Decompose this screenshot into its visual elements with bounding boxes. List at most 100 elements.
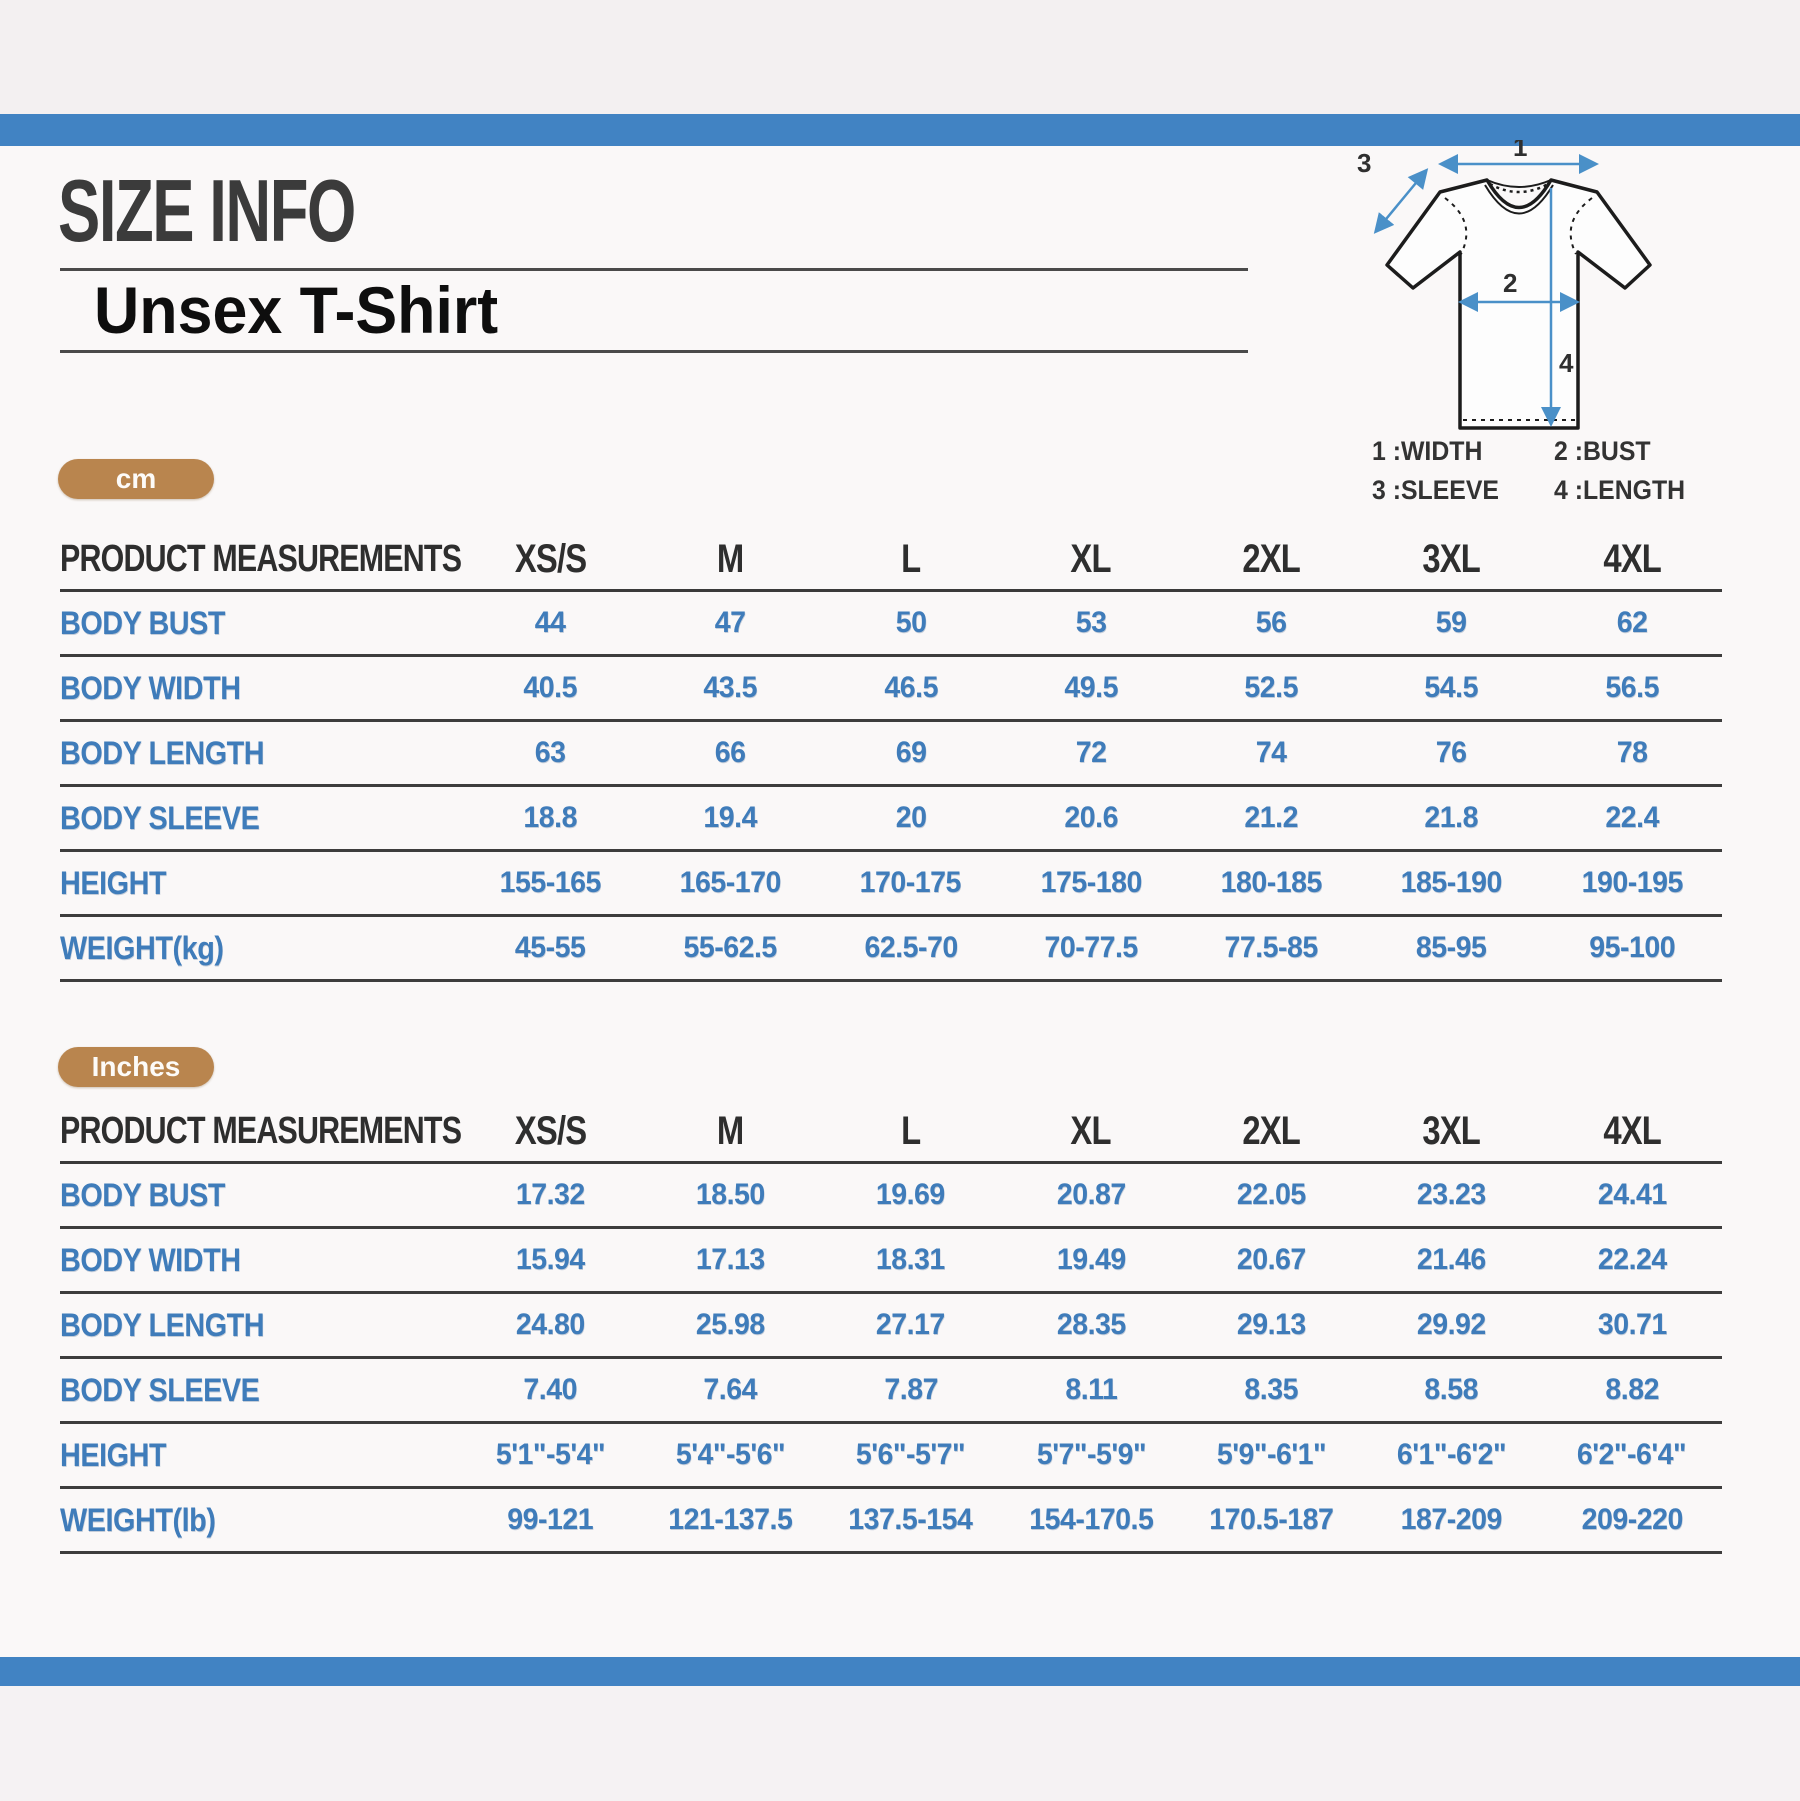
size-col-header-2xl: 2XL xyxy=(1242,537,1301,581)
cell-value: 187-209 xyxy=(1400,1503,1503,1536)
size-col-header-xss: XS/S xyxy=(514,537,586,581)
size-col-header-3xl: 3XL xyxy=(1422,1109,1482,1153)
cell-value: 19.4 xyxy=(703,801,758,834)
cell-value: 46.5 xyxy=(883,671,938,704)
cell-value: 20.87 xyxy=(1056,1178,1126,1211)
cell-value: 19.49 xyxy=(1056,1243,1126,1276)
cell-value: 190-195 xyxy=(1581,866,1683,899)
cell-value: 5'6"-5'7" xyxy=(856,1438,966,1471)
cell-value: 180-185 xyxy=(1220,866,1323,899)
arrow-num-4: 4 xyxy=(1559,348,1574,378)
legend-item-4: 4 :LENGTH xyxy=(1554,475,1686,505)
cell-value: 5'1"-5'4" xyxy=(495,1438,606,1471)
subtitle-top-rule xyxy=(60,268,1248,271)
cell-value: 40.5 xyxy=(523,671,577,704)
cell-value: 7.40 xyxy=(523,1373,577,1406)
cell-value: 74 xyxy=(1255,736,1287,769)
row-label: BODY WIDTH xyxy=(60,669,241,706)
cell-value: 55-62.5 xyxy=(683,931,778,964)
measurement-row: BODY SLEEVE 18.8 19.4 20 20.6 21.2 21.8 22.4 xyxy=(60,787,1722,852)
measurement-row: BODY BUST 44 47 50 53 56 59 62 xyxy=(60,592,1722,657)
cell-value: 8.11 xyxy=(1064,1373,1117,1406)
cell-value: 66 xyxy=(715,736,746,769)
cell-value: 56 xyxy=(1255,606,1287,639)
cell-value: 7.64 xyxy=(703,1373,758,1406)
cell-value: 59 xyxy=(1436,606,1467,639)
cell-value: 155-165 xyxy=(499,866,601,899)
cell-value: 63 xyxy=(534,736,566,769)
legend-item-2: 2 :BUST xyxy=(1554,436,1651,466)
cell-value: 62 xyxy=(1616,606,1648,639)
size-table-cm: PRODUCT MEASUREMENTS XS/S M L XL 2XL 3XL 4XL BOD… xyxy=(60,530,1722,982)
row-label: BODY SLEEVE xyxy=(60,1371,260,1408)
cell-value: 44 xyxy=(534,606,566,639)
top-margin-band xyxy=(0,0,1800,114)
cell-value: 72 xyxy=(1075,736,1107,769)
header-product-measurements: PRODUCT MEASUREMENTS xyxy=(60,538,462,580)
cell-value: 20.6 xyxy=(1064,801,1118,834)
cell-value: 49.5 xyxy=(1064,671,1118,704)
row-label: WEIGHT(lb) xyxy=(60,1501,216,1538)
cell-value: 99-121 xyxy=(507,1503,594,1536)
cell-value: 24.80 xyxy=(515,1308,585,1341)
cell-value: 29.13 xyxy=(1236,1308,1306,1341)
cell-value: 53 xyxy=(1075,606,1107,639)
measurement-row: HEIGHT 5'1"-5'4" 5'4"-5'6" 5'6"-5'7" 5'7"-5'… xyxy=(60,1424,1722,1489)
legend-item-1: 1 :WIDTH xyxy=(1372,436,1483,466)
cell-value: 15.94 xyxy=(515,1243,585,1276)
cell-value: 50 xyxy=(895,606,927,639)
page-title: SIZE INFO xyxy=(58,161,356,260)
cell-value: 18.31 xyxy=(876,1243,946,1276)
cell-value: 209-220 xyxy=(1581,1503,1683,1536)
cell-value: 7.87 xyxy=(883,1373,938,1406)
cell-value: 165-170 xyxy=(679,866,782,899)
cell-value: 21.2 xyxy=(1244,801,1299,834)
measure-arrows xyxy=(1373,154,1599,427)
collar-detail xyxy=(1484,179,1554,215)
cell-value: 121-137.5 xyxy=(668,1503,793,1536)
unit-badge-cm: cm xyxy=(58,459,214,499)
cell-value: 69 xyxy=(895,736,927,769)
cell-value: 45-55 xyxy=(514,931,586,964)
row-label: HEIGHT xyxy=(60,1436,167,1473)
size-col-header-4xl: 4XL xyxy=(1602,537,1662,581)
cell-value: 27.17 xyxy=(876,1308,946,1341)
size-col-header-m: M xyxy=(717,537,744,581)
cell-value: 175-180 xyxy=(1040,866,1142,899)
product-subtitle: Unsex T-Shirt xyxy=(94,273,499,347)
cell-value: 76 xyxy=(1436,736,1467,769)
row-label: BODY LENGTH xyxy=(60,734,265,771)
cell-value: 8.82 xyxy=(1605,1373,1659,1406)
diagram-legend: 1 :WIDTH 2 :BUST 3 :SLEEVE 4 :LENGTH xyxy=(1372,436,1697,506)
sleeve-arrow xyxy=(1373,168,1429,234)
size-col-header-xl: XL xyxy=(1070,1109,1112,1153)
cell-value: 170-175 xyxy=(860,866,962,899)
row-label: BODY BUST xyxy=(60,1176,226,1213)
measurement-row: BODY WIDTH 15.94 17.13 18.31 19.49 20.67 21.46… xyxy=(60,1229,1722,1294)
tshirt-measurement-diagram: 1 2 3 4 xyxy=(1357,140,1652,430)
arrow-num-3: 3 xyxy=(1357,148,1371,178)
cell-value: 77.5-85 xyxy=(1224,931,1319,964)
row-label: BODY WIDTH xyxy=(60,1241,241,1278)
row-label: BODY LENGTH xyxy=(60,1306,265,1343)
arrow-num-1: 1 xyxy=(1513,140,1527,162)
row-label: HEIGHT xyxy=(60,864,167,901)
cell-value: 18.50 xyxy=(695,1178,765,1211)
cell-value: 56.5 xyxy=(1605,671,1659,704)
table-header-row: PRODUCT MEASUREMENTS XS/S M L XL 2XL 3XL 4XL xyxy=(60,530,1722,592)
cell-value: 6'1"-6'2" xyxy=(1396,1438,1507,1471)
cell-value: 23.23 xyxy=(1417,1178,1487,1211)
cell-value: 8.35 xyxy=(1244,1373,1299,1406)
size-col-header-3xl: 3XL xyxy=(1422,537,1482,581)
cell-value: 5'9"-6'1" xyxy=(1216,1438,1327,1471)
cell-value: 17.13 xyxy=(695,1243,765,1276)
size-col-header-xss: XS/S xyxy=(514,1109,586,1153)
size-col-header-xl: XL xyxy=(1070,537,1112,581)
size-col-header-m: M xyxy=(717,1109,744,1153)
tshirt-outline xyxy=(1385,178,1652,430)
table-header-row: PRODUCT MEASUREMENTS XS/S M L XL 2XL 3XL 4XL xyxy=(60,1102,1722,1164)
cell-value: 25.98 xyxy=(695,1308,765,1341)
measurement-row: BODY LENGTH 63 66 69 72 74 76 78 xyxy=(60,722,1722,787)
size-table-inches: PRODUCT MEASUREMENTS XS/S M L XL 2XL 3XL 4XL BOD… xyxy=(60,1102,1722,1554)
